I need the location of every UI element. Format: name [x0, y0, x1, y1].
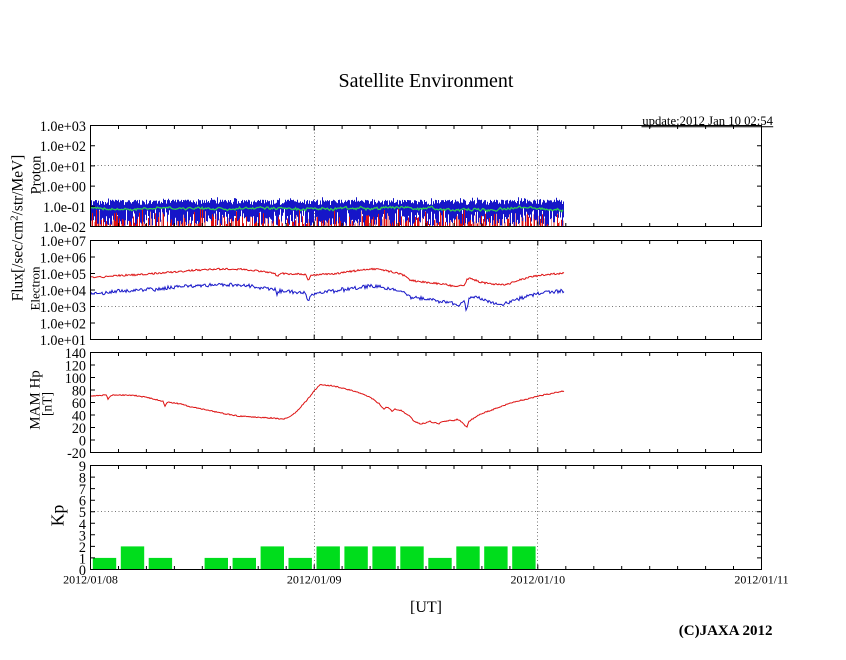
- svg-text:9: 9: [79, 459, 86, 475]
- svg-text:[nT]: [nT]: [40, 392, 55, 416]
- svg-text:update:2012 Jan 10 02:54: update:2012 Jan 10 02:54: [642, 114, 773, 128]
- svg-text:1.0e+00: 1.0e+00: [40, 180, 86, 196]
- svg-text:1.0e+01: 1.0e+01: [40, 159, 86, 175]
- svg-text:Flux[/sec/cm2/str/MeV]: Flux[/sec/cm2/str/MeV]: [9, 155, 27, 302]
- svg-text:140: 140: [65, 346, 86, 362]
- svg-text:120: 120: [65, 359, 86, 375]
- svg-text:0: 0: [79, 434, 86, 450]
- svg-text:Kp: Kp: [48, 505, 68, 527]
- svg-text:3: 3: [79, 528, 86, 544]
- svg-text:7: 7: [79, 482, 86, 498]
- svg-text:Electron: Electron: [28, 266, 43, 311]
- svg-text:-20: -20: [67, 446, 86, 462]
- svg-text:1.0e+03: 1.0e+03: [40, 119, 86, 135]
- svg-text:1.0e+03: 1.0e+03: [40, 300, 86, 316]
- svg-text:2: 2: [79, 540, 86, 556]
- svg-text:0: 0: [79, 563, 86, 579]
- svg-text:2012/01/10: 2012/01/10: [510, 573, 565, 587]
- svg-text:(C)JAXA 2012: (C)JAXA 2012: [679, 623, 773, 639]
- svg-text:20: 20: [72, 421, 86, 437]
- svg-text:1.0e-01: 1.0e-01: [43, 200, 86, 216]
- svg-text:2012/01/11: 2012/01/11: [734, 573, 788, 587]
- svg-text:1.0e+05: 1.0e+05: [40, 267, 86, 283]
- svg-text:60: 60: [72, 396, 86, 412]
- svg-text:[UT]: [UT]: [410, 599, 442, 616]
- svg-text:1.0e+07: 1.0e+07: [40, 234, 86, 250]
- svg-text:5: 5: [79, 505, 86, 521]
- svg-text:6: 6: [79, 494, 86, 510]
- svg-text:40: 40: [72, 409, 86, 425]
- svg-text:100: 100: [65, 371, 86, 387]
- svg-text:1.0e-02: 1.0e-02: [43, 220, 86, 236]
- svg-text:1.0e+02: 1.0e+02: [40, 139, 86, 155]
- svg-text:1: 1: [79, 551, 86, 567]
- svg-text:1.0e+04: 1.0e+04: [40, 284, 86, 300]
- svg-text:1.0e+01: 1.0e+01: [40, 333, 86, 349]
- svg-text:4: 4: [79, 517, 86, 533]
- svg-text:2012/01/09: 2012/01/09: [287, 573, 342, 587]
- svg-text:Proton: Proton: [29, 155, 45, 194]
- svg-text:1.0e+06: 1.0e+06: [40, 251, 86, 267]
- svg-text:1.0e+02: 1.0e+02: [40, 317, 86, 333]
- svg-text:MAM Hp: MAM Hp: [28, 370, 44, 430]
- svg-text:Satellite Environment: Satellite Environment: [339, 70, 514, 92]
- svg-text:2012/01/08: 2012/01/08: [63, 573, 118, 587]
- svg-text:80: 80: [72, 384, 86, 400]
- svg-text:8: 8: [79, 471, 86, 487]
